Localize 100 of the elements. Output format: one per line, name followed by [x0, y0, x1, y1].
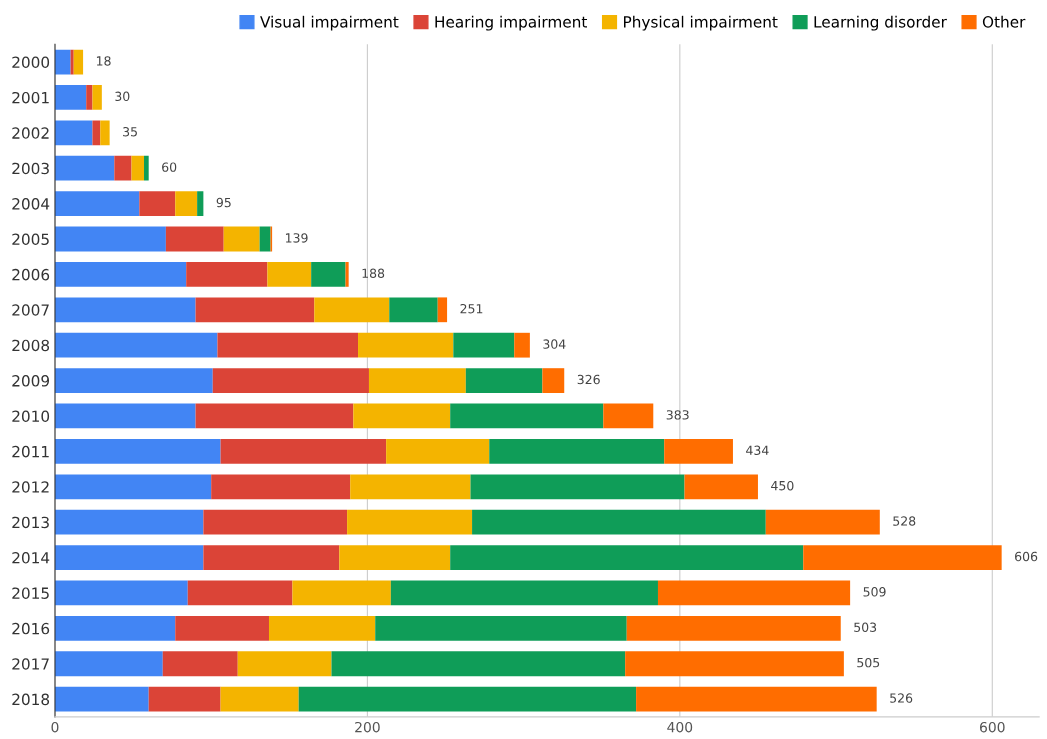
bar — [54, 474, 212, 500]
bar — [626, 615, 841, 641]
total-label: 526 — [890, 693, 913, 703]
total-label: 251 — [460, 303, 483, 314]
bar — [350, 474, 471, 500]
bar — [162, 651, 238, 677]
x-tick-label: 600 — [980, 721, 1005, 733]
bar — [100, 120, 110, 146]
bar — [514, 332, 530, 358]
total-label: 383 — [666, 410, 689, 420]
total-label: 188 — [362, 268, 385, 279]
bar — [765, 509, 880, 535]
bar — [386, 438, 490, 464]
bar — [358, 332, 454, 358]
bar — [165, 226, 224, 252]
bar — [803, 545, 1002, 570]
total-label: 503 — [854, 622, 877, 632]
bar — [54, 509, 204, 535]
bar — [54, 545, 204, 570]
bar — [603, 403, 654, 429]
total-label: 509 — [863, 587, 886, 597]
total-label: 434 — [746, 445, 769, 455]
bar — [450, 403, 604, 429]
bar — [144, 155, 149, 181]
bar — [347, 509, 473, 535]
total-label: 528 — [893, 516, 916, 526]
y-tick-label: 2011 — [12, 445, 49, 458]
bar — [453, 332, 515, 358]
y-tick-label: 2013 — [12, 516, 49, 529]
bar — [54, 262, 187, 287]
bar — [175, 615, 269, 641]
bar — [203, 545, 340, 570]
y-tick-label: 2009 — [12, 375, 50, 387]
bar — [664, 438, 733, 464]
legend-label: Learning disorder — [814, 15, 947, 31]
total-label: 505 — [857, 657, 880, 668]
bar — [54, 85, 87, 110]
bar — [684, 474, 758, 500]
bar — [389, 297, 438, 323]
legend-label: Other — [982, 15, 1026, 28]
bar — [54, 438, 221, 464]
bar — [54, 49, 71, 75]
bar — [70, 49, 74, 75]
bar — [54, 120, 93, 146]
bar — [292, 580, 391, 606]
bar — [636, 686, 877, 712]
total-label: 139 — [285, 233, 308, 243]
bar — [54, 155, 115, 181]
total-label: 30 — [115, 91, 130, 102]
bar — [259, 226, 271, 252]
y-tick-label: 2012 — [12, 481, 49, 493]
bar — [314, 297, 390, 323]
bar — [339, 545, 451, 570]
bar — [220, 686, 299, 712]
bar — [298, 686, 637, 712]
x-tick-label: 400 — [667, 721, 693, 733]
y-tick-label: 2001 — [12, 91, 49, 104]
total-label: 60 — [162, 162, 177, 172]
bar — [54, 580, 188, 606]
bar — [368, 368, 466, 393]
bar — [542, 368, 565, 393]
total-label: 450 — [771, 480, 794, 491]
legend-label: Hearing impairment — [435, 15, 588, 31]
total-label: 606 — [1015, 551, 1038, 562]
legend-label: Visual impairment — [260, 15, 399, 31]
bar — [212, 368, 369, 393]
bar — [54, 615, 176, 641]
bar — [375, 615, 627, 641]
bar — [114, 155, 132, 181]
bar — [73, 49, 84, 75]
bar — [148, 686, 221, 712]
bar — [465, 368, 543, 393]
bar — [345, 262, 349, 287]
bar — [203, 509, 348, 535]
y-tick-label: 2008 — [12, 339, 50, 352]
bar — [217, 332, 359, 358]
x-tick-label: 0 — [51, 721, 59, 733]
bar — [267, 262, 312, 287]
y-tick-label: 2005 — [12, 233, 49, 246]
bar — [472, 509, 766, 535]
x-tick-label: 200 — [355, 721, 380, 733]
bar — [211, 474, 351, 500]
bar — [489, 438, 665, 464]
total-label: 35 — [123, 127, 137, 137]
y-tick-label: 2000 — [12, 56, 50, 69]
bar — [54, 403, 196, 429]
bar — [437, 297, 448, 323]
bar — [92, 120, 101, 146]
bar — [625, 651, 844, 677]
y-tick-label: 2007 — [12, 304, 49, 316]
y-tick-label: 2010 — [12, 410, 50, 422]
total-label: 304 — [543, 339, 566, 349]
total-label: 18 — [96, 56, 111, 66]
bar — [54, 332, 218, 358]
y-tick-label: 2006 — [12, 268, 50, 281]
bar — [54, 368, 213, 393]
bar — [195, 297, 315, 323]
y-tick-label: 2003 — [12, 162, 49, 175]
bar — [311, 262, 346, 287]
bar — [54, 686, 149, 712]
